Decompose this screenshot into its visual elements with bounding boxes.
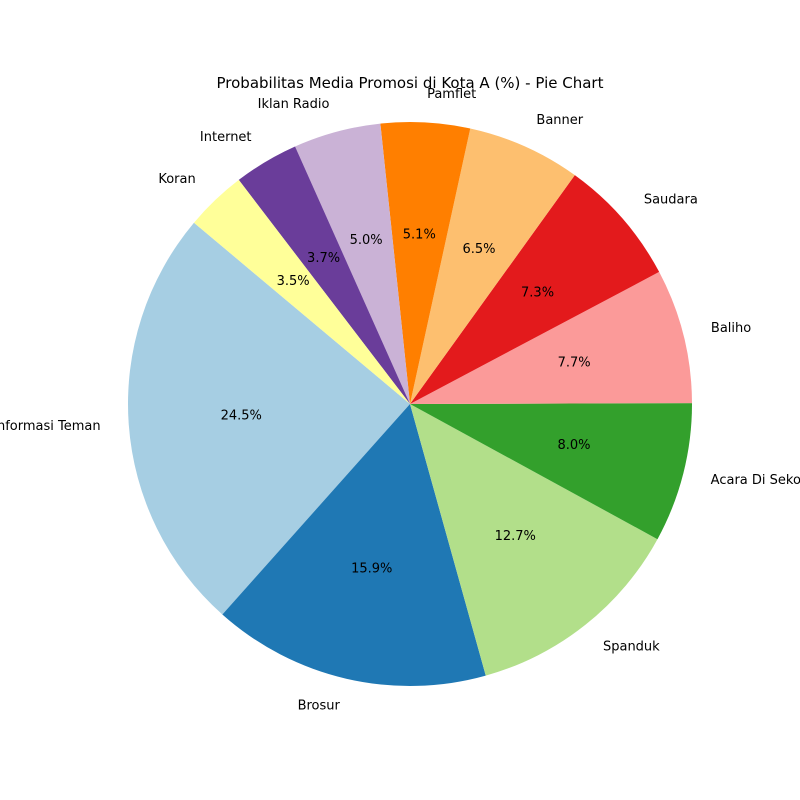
category-label-informasi-teman: Informasi Teman xyxy=(0,419,101,434)
category-label-acara-di-sekolah: Acara Di Sekolah xyxy=(711,473,800,488)
pie-slice-internet xyxy=(238,146,410,404)
pct-label-baliho: 7.7% xyxy=(558,355,591,370)
category-label-iklan-radio: Iklan Radio xyxy=(258,97,330,112)
category-label-pamflet: Pamflet xyxy=(427,87,476,102)
pie-slice-informasi-teman xyxy=(127,222,411,615)
pct-label-acara-di-sekolah: 8.0% xyxy=(557,438,590,453)
pct-label-koran: 3.5% xyxy=(277,274,310,289)
pct-label-banner: 6.5% xyxy=(462,242,495,257)
pie-slices xyxy=(127,122,692,686)
category-label-koran: Koran xyxy=(158,172,195,187)
pie-slice-brosur xyxy=(222,404,486,686)
category-label-baliho: Baliho xyxy=(711,321,751,336)
pct-label-pamflet: 5.1% xyxy=(403,228,436,243)
pct-label-spanduk: 12.7% xyxy=(495,529,536,544)
pie-slice-baliho xyxy=(410,271,692,404)
category-label-saudara: Saudara xyxy=(644,193,698,208)
category-label-spanduk: Spanduk xyxy=(603,639,660,654)
chart-title: Probabilitas Media Promosi di Kota A (%)… xyxy=(217,74,604,92)
category-label-internet: Internet xyxy=(200,130,252,145)
pie-slice-saudara xyxy=(410,175,660,404)
pct-label-internet: 3.7% xyxy=(307,251,340,266)
pct-label-informasi-teman: 24.5% xyxy=(221,409,262,424)
pct-label-iklan-radio: 5.0% xyxy=(350,233,383,248)
pie-slice-pamflet xyxy=(380,122,471,404)
pie-slice-spanduk xyxy=(410,404,658,676)
pie-slice-acara-di-sekolah xyxy=(410,403,692,540)
pct-label-brosur: 15.9% xyxy=(351,561,392,576)
pie-slice-koran xyxy=(193,179,410,404)
category-label-brosur: Brosur xyxy=(298,699,341,714)
pie-percent-labels: 24.5% 15.9% 12.7% 8.0% 7.7% 7.3% 6.5% 5.1% 5.0% 3… xyxy=(221,228,591,577)
category-label-banner: Banner xyxy=(536,113,583,128)
pie-slice-banner xyxy=(410,128,575,404)
pie-category-labels: Informasi Teman Brosur Spanduk Acara Di Sek… xyxy=(0,87,800,714)
pct-label-saudara: 7.3% xyxy=(521,285,554,300)
pie-slice-iklan-radio xyxy=(295,123,410,405)
